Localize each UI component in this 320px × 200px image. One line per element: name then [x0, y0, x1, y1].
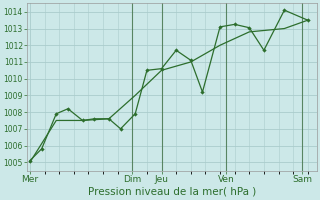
X-axis label: Pression niveau de la mer( hPa ): Pression niveau de la mer( hPa )	[88, 187, 256, 197]
